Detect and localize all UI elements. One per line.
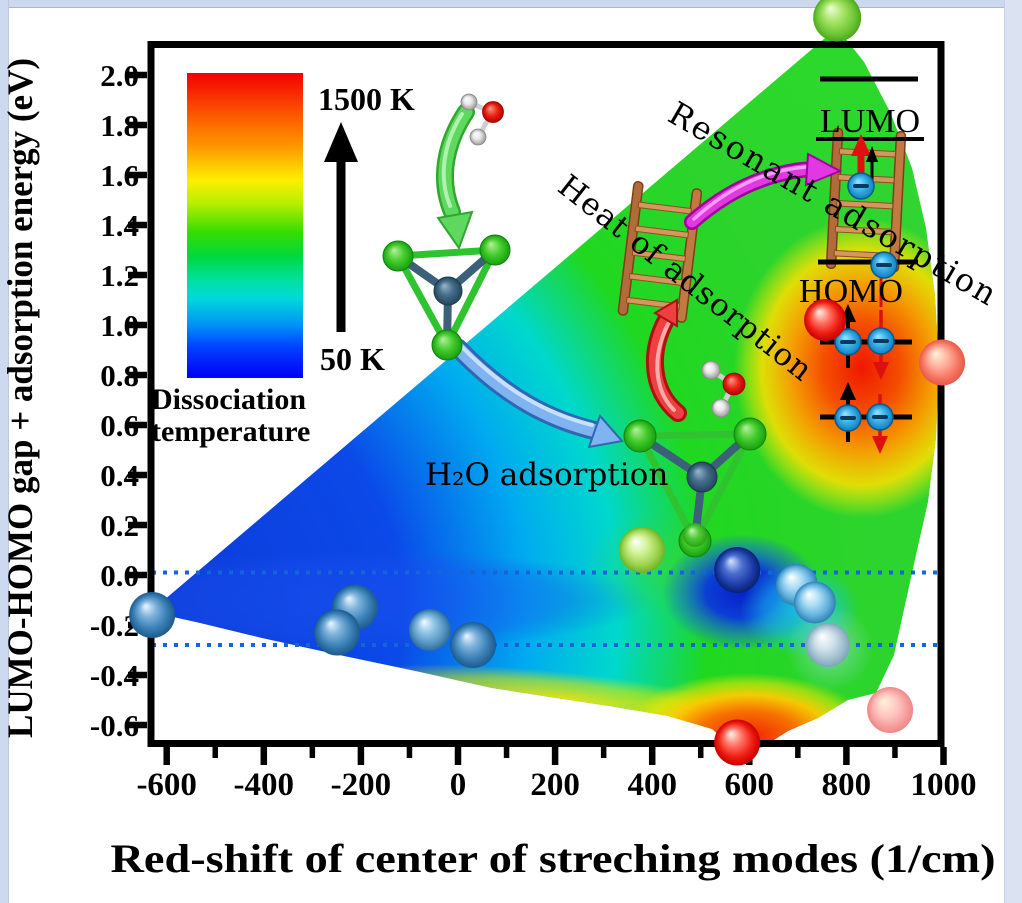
lumo-label: LUMO [820, 103, 920, 140]
h2o-adsorption-arrow-icon [448, 338, 624, 449]
cluster-molecule-icon [382, 234, 511, 361]
x-tick-label: -400 [234, 767, 295, 803]
y-tick-label: 0.8 [100, 358, 139, 393]
data-point [314, 609, 361, 656]
energy-level-diagram [816, 76, 924, 307]
y-tick-label: -0.6 [90, 708, 139, 743]
data-point [805, 623, 850, 667]
data-point [919, 339, 966, 386]
water-molecule-icon [460, 93, 504, 146]
y-axis-title: LUMO-HOMO gap + adsorption energy (eV) [0, 58, 40, 738]
data-point [714, 719, 761, 766]
data-point [793, 581, 836, 624]
x-axis-title: Red-shift of center of streching modes (… [111, 836, 996, 881]
x-tick-label: 200 [530, 767, 580, 803]
x-tick-label: 800 [822, 767, 872, 803]
data-points [129, 0, 966, 766]
ladder-icon [617, 181, 703, 323]
y-tick-label: 0.6 [100, 408, 139, 443]
x-tick-label: -200 [331, 767, 392, 803]
data-point [408, 609, 451, 651]
y-tick-label: 0.4 [100, 458, 139, 493]
y-tick-label: 1.2 [100, 258, 139, 293]
annotation-h2o-adsorption: H₂O adsorption [425, 457, 668, 493]
x-tick-label: 1000 [911, 767, 977, 803]
colorbar-gradient [187, 73, 303, 378]
y-tick-label: 2.0 [100, 58, 139, 93]
axis-tick-labels: -600 -400 -200 0 200 400 600 800 1000 2.0 1.8 1.6 1.… [90, 58, 977, 803]
data-point [867, 687, 914, 733]
water-molecule-icon [701, 360, 746, 418]
y-tick-label: 1.6 [100, 158, 139, 193]
colorbar-caption-line2: temperature [151, 415, 310, 448]
heat-of-adsorption-arrow-icon [646, 298, 687, 422]
y-tick-label: 0.0 [100, 558, 139, 593]
y-tick-label: 1.4 [100, 208, 139, 243]
window-right-border [1004, 0, 1022, 903]
y-tick-label: 1.0 [100, 308, 139, 343]
axis-ticks [128, 71, 947, 765]
colorbar-max-label: 1500 K [318, 81, 415, 117]
window-top-border [0, 0, 1022, 8]
data-point [804, 299, 847, 341]
x-tick-label: 600 [725, 767, 775, 803]
data-point [813, 0, 862, 42]
colorbar-caption-line1: Dissociation [151, 383, 306, 416]
water-adsorption-arrow-icon [435, 103, 475, 251]
data-point [450, 622, 497, 668]
data-point [714, 547, 761, 593]
y-tick-label: -0.4 [90, 658, 139, 693]
plot-frame [147, 41, 945, 747]
window-left-border [0, 0, 9, 903]
x-tick-label: 400 [627, 767, 677, 803]
x-tick-label: 0 [450, 767, 467, 803]
data-point [682, 523, 707, 547]
data-point [619, 527, 666, 573]
colorbar-legend: 1500 K 50 K Dissociation temperature [151, 73, 415, 448]
y-tick-label: 1.8 [100, 108, 139, 143]
y-tick-label: 0.2 [100, 508, 139, 543]
x-tick-label: -600 [136, 767, 197, 803]
data-point [129, 592, 176, 638]
spin-diagram [820, 382, 912, 454]
resonant-adsorption-arrow-icon [684, 152, 843, 230]
colorbar-arrowhead-icon [324, 122, 358, 162]
spin-diagram [820, 304, 912, 380]
colorbar-min-label: 50 K [320, 341, 385, 377]
